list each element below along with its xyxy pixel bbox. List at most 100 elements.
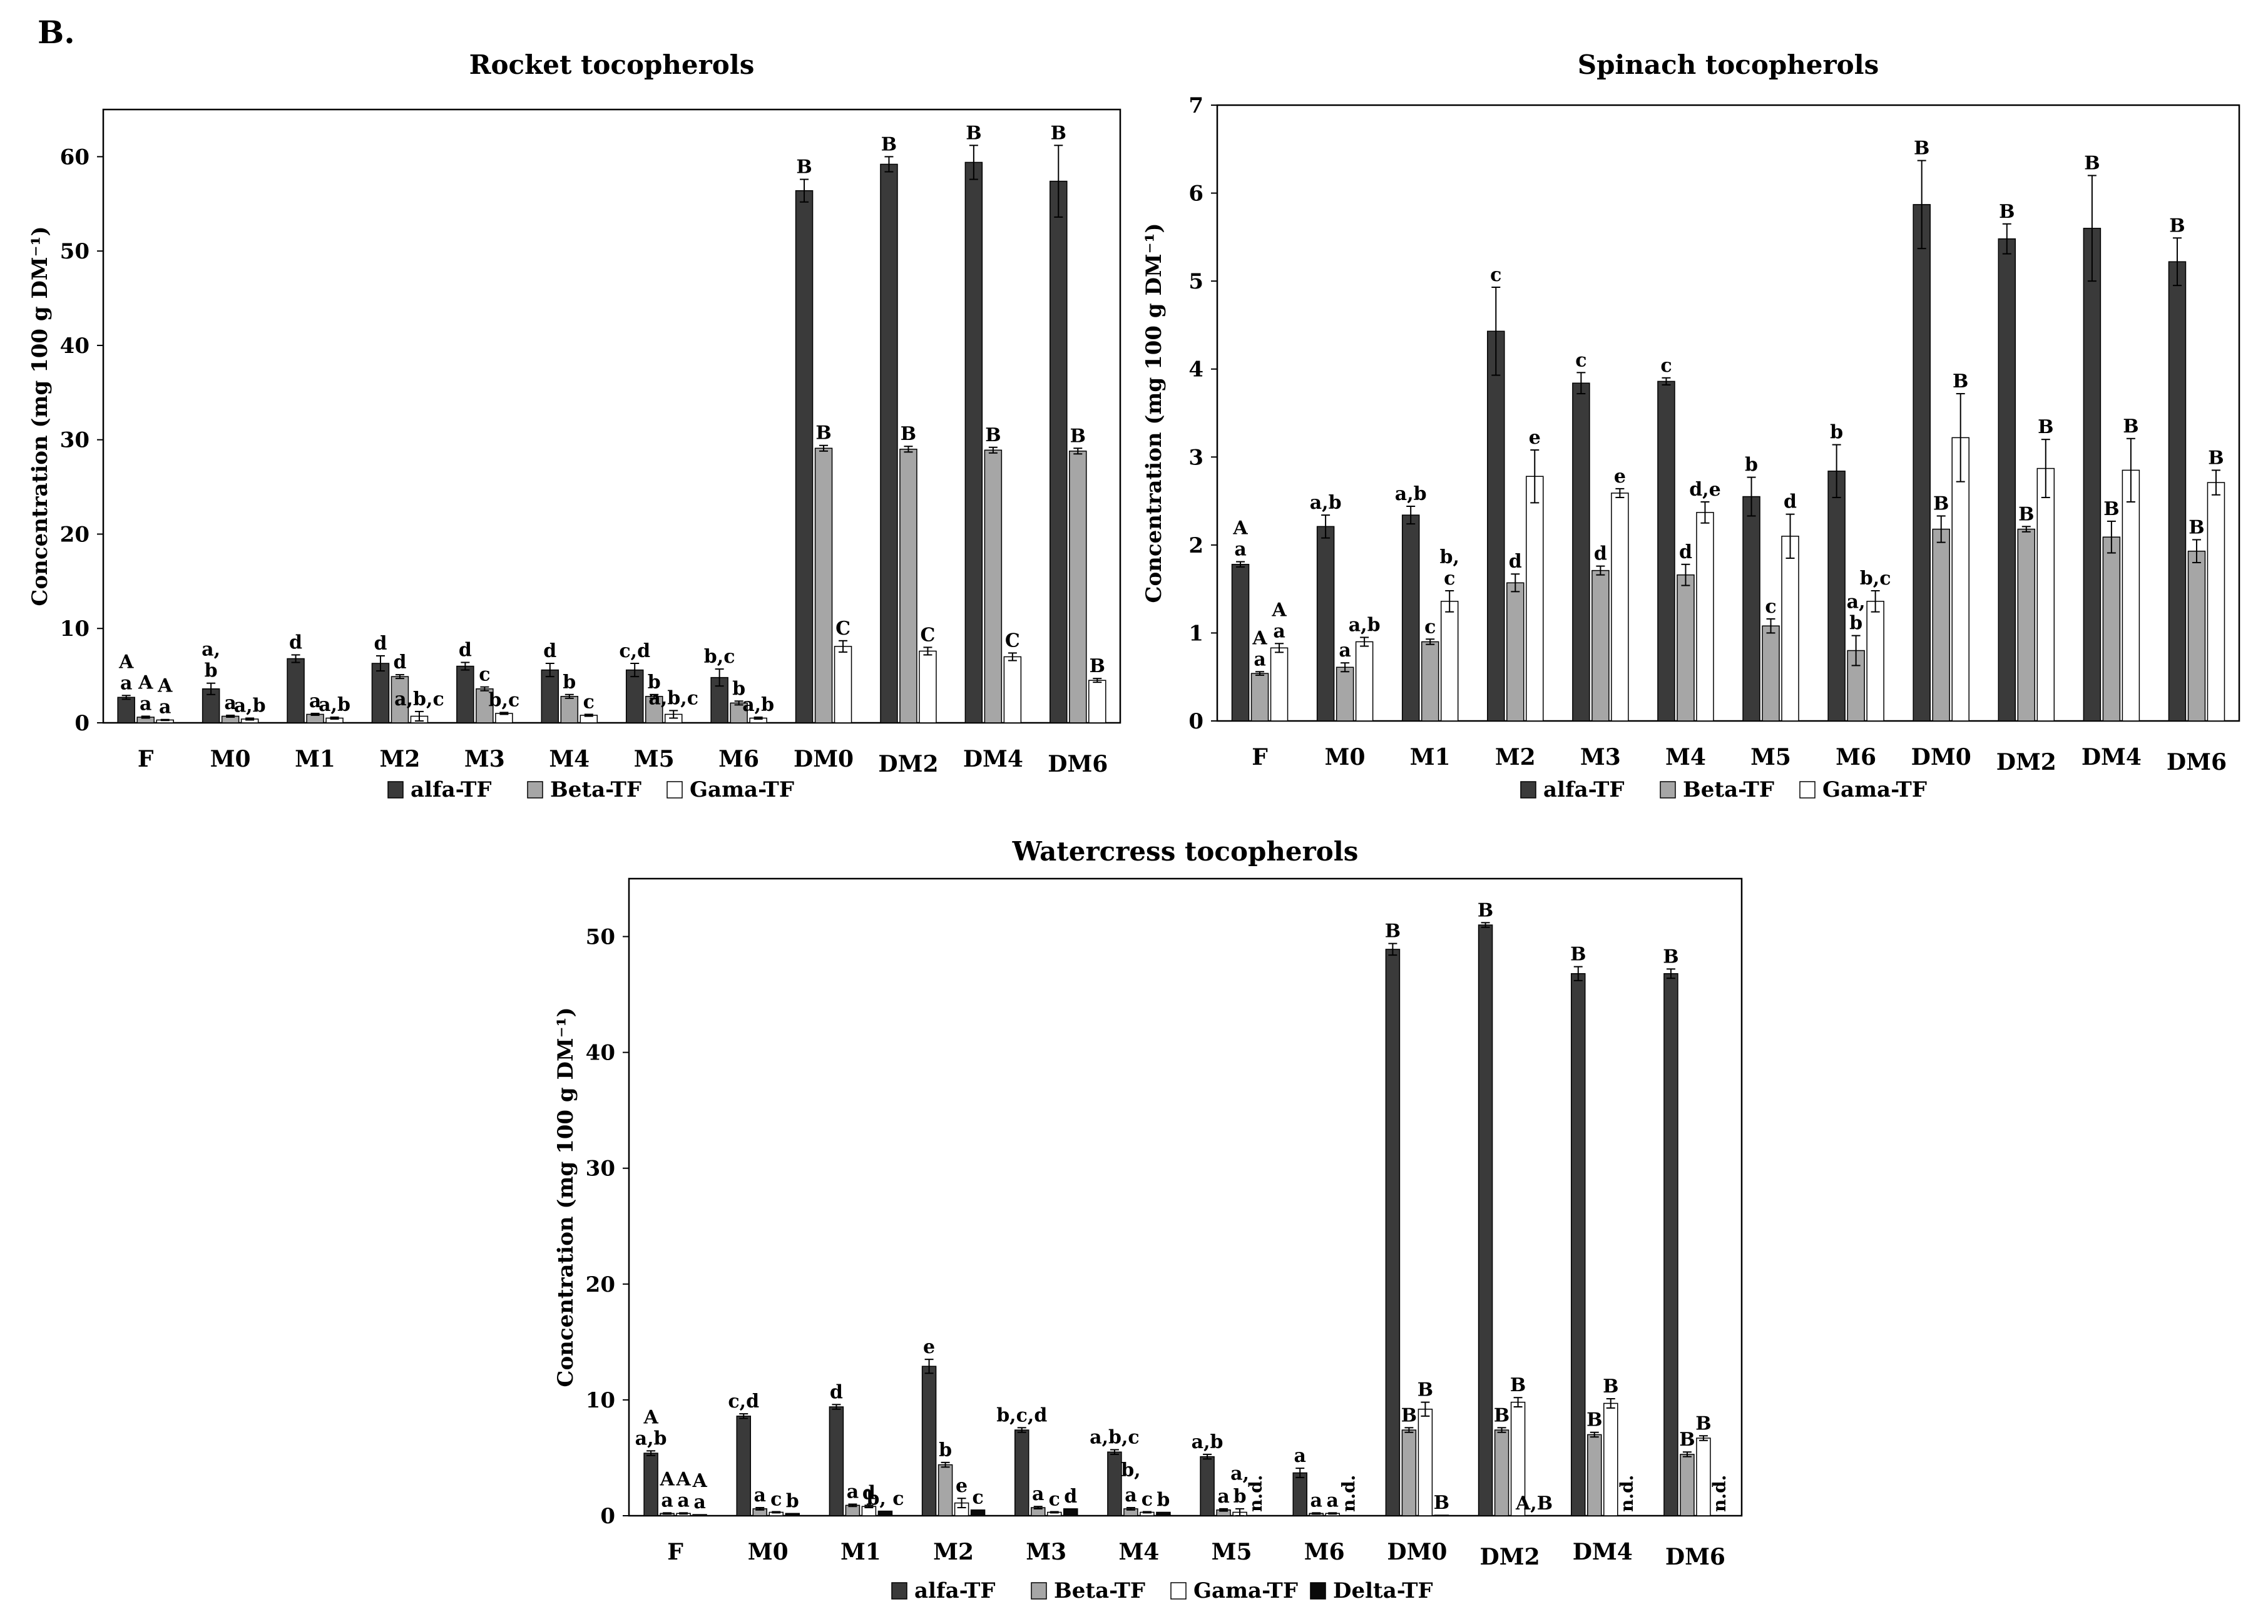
y-tick-label: 0 — [600, 1504, 615, 1529]
bar-gama — [1355, 641, 1374, 722]
bar-alfa — [287, 658, 305, 723]
y-tick-label: 50 — [60, 239, 89, 264]
significance-letter: b — [1157, 1489, 1170, 1511]
bar-alfa — [736, 1416, 751, 1516]
significance-letter: a — [661, 1489, 673, 1511]
significance-letter: b — [1234, 1486, 1247, 1508]
significance-letter: d — [393, 651, 406, 673]
bar-beta — [1250, 673, 1269, 722]
y-tick-label: 3 — [1188, 445, 1203, 470]
bar-beta — [645, 696, 663, 723]
bar-alfa — [1478, 924, 1493, 1516]
bar-beta — [1069, 451, 1087, 723]
bar-alfa — [2083, 228, 2102, 722]
significance-letter: B — [1570, 944, 1586, 966]
bar-beta — [1401, 1429, 1417, 1516]
legend-label: Gama-TF — [690, 777, 794, 802]
significance-letter: c — [1490, 264, 1501, 286]
significance-letter: B — [985, 424, 1001, 446]
nd-label: n.d. — [1617, 1475, 1637, 1512]
bar-alfa — [1050, 180, 1068, 723]
significance-letter: a — [159, 697, 171, 718]
bar-gama — [834, 646, 852, 723]
category-label: F — [138, 746, 154, 772]
significance-letter: d,e — [1689, 479, 1721, 501]
significance-letter: a — [120, 672, 132, 694]
category-label: DM6 — [2167, 749, 2227, 775]
bar-gama — [1088, 680, 1106, 723]
bar-alfa — [625, 669, 644, 723]
bar-beta — [1336, 666, 1354, 722]
chart-2: Watercress tocopherols 0 10 20 30 40 50 Concent… — [553, 836, 1743, 1603]
significance-letter: c — [1765, 596, 1776, 618]
significance-letter: B — [1385, 921, 1401, 942]
significance-letter: d — [1784, 491, 1797, 513]
bar-delta — [692, 1514, 707, 1516]
significance-letter: e — [1529, 427, 1541, 449]
significance-letter: a,b — [1349, 614, 1381, 636]
y-axis-label: Concentration (mg 100 g DM⁻¹) — [1142, 223, 1167, 603]
significance-letter: B — [1401, 1404, 1417, 1426]
significance-letter: d — [1679, 541, 1692, 563]
significance-letter: B — [1933, 493, 1949, 514]
bar-gama — [1603, 1402, 1618, 1516]
bar-alfa — [1292, 1472, 1307, 1516]
nd-label: n.d. — [1338, 1475, 1359, 1512]
significance-letter: a — [140, 693, 151, 715]
plot-frame — [1216, 104, 2240, 722]
legend-swatch-gama — [667, 781, 683, 799]
significance-letter: b,c,d — [996, 1404, 1047, 1426]
significance-letter: a — [1032, 1483, 1044, 1505]
significance-letter: A — [157, 675, 173, 697]
significance-letter: a — [1310, 1489, 1322, 1511]
significance-letter: a — [754, 1484, 766, 1506]
significance-letter: B — [1478, 899, 1493, 921]
significance-letter: b,c — [704, 646, 735, 668]
legend-swatch-beta — [527, 781, 543, 799]
y-tick-label: 20 — [60, 522, 89, 547]
bar-alfa — [456, 665, 474, 723]
bar-gama — [2122, 469, 2140, 722]
bar-gama — [919, 650, 937, 723]
category-label: DM4 — [963, 746, 1023, 772]
bar-gama — [1003, 656, 1022, 723]
legend-swatch-alfa — [387, 781, 404, 799]
significance-letter: a — [847, 1481, 859, 1503]
significance-letter: C — [835, 618, 850, 640]
legend-swatch-gama — [1170, 1582, 1187, 1600]
chart-0: Rocket tocopherols 0 10 20 30 40 50 60 Concentra… — [28, 49, 1121, 802]
bar-alfa — [1316, 526, 1335, 722]
bar-gama — [1611, 493, 1629, 722]
significance-letter: B — [1434, 1492, 1449, 1514]
significance-letter: c — [583, 691, 595, 713]
bar-alfa — [1998, 238, 2016, 722]
bar-beta — [814, 447, 833, 723]
category-label: M1 — [1410, 744, 1451, 770]
significance-letter: B — [881, 133, 897, 155]
category-label: DM4 — [1573, 1539, 1633, 1565]
significance-letter: A — [659, 1468, 675, 1490]
significance-letter: a,b — [742, 694, 774, 716]
y-axis-label: Concentration (mg 100 g DM⁻¹) — [28, 226, 53, 606]
significance-letter: B — [1999, 201, 2015, 223]
significance-letter: a — [1254, 648, 1265, 670]
significance-letter: B — [2084, 152, 2100, 174]
bar-alfa — [1913, 204, 1931, 722]
legend-label: Beta-TF — [550, 777, 641, 802]
significance-letter: d — [374, 633, 387, 655]
significance-letter: b — [205, 660, 218, 682]
bar-alfa — [1571, 973, 1586, 1516]
significance-letter: B — [1494, 1404, 1509, 1426]
y-tick-label: 30 — [60, 428, 89, 453]
y-tick-label: 50 — [586, 925, 615, 950]
significance-letter: c — [1660, 355, 1672, 377]
significance-letter: B — [2189, 516, 2204, 538]
significance-letter: B — [1090, 655, 1105, 677]
significance-letter: a,b,c — [648, 687, 698, 709]
category-label: F — [1252, 744, 1268, 770]
category-label: M4 — [1118, 1539, 1159, 1565]
significance-letter: c — [1575, 349, 1586, 371]
significance-letter: b, — [1439, 546, 1459, 568]
bar-delta — [1434, 1514, 1449, 1516]
bar-alfa — [1487, 330, 1505, 722]
